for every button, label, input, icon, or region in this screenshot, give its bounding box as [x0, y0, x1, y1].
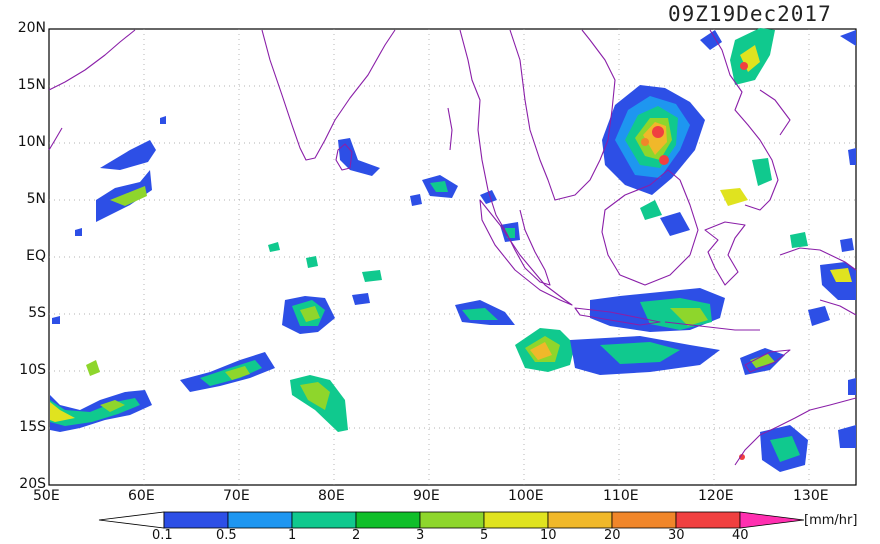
colorbar-swatch: [483, 511, 549, 529]
colorbar-tick-label: 0.5: [216, 528, 237, 543]
map-title: 09Z19Dec2017: [668, 2, 832, 26]
longitude-label: 70E: [223, 488, 250, 504]
colorbar: [98, 511, 804, 529]
colorbar-low-arrow: [98, 511, 165, 529]
colorbar-high-arrow: [739, 511, 804, 529]
colorbar-swatch: [611, 511, 677, 529]
latitude-label: 10N: [17, 134, 46, 150]
latitude-label: 15S: [19, 419, 46, 435]
colorbar-tick-label: 3: [416, 528, 425, 543]
colorbar-swatch: [163, 511, 229, 529]
longitude-label: 50E: [33, 488, 60, 504]
longitude-label: 120E: [698, 488, 734, 504]
latitude-label: 15N: [17, 77, 46, 93]
latitude-label: 5N: [26, 191, 46, 207]
colorbar-swatch: [291, 511, 357, 529]
colorbar-tick-label: 0.1: [152, 528, 173, 543]
colorbar-tick-label: 30: [668, 528, 685, 543]
longitude-label: 110E: [603, 488, 639, 504]
colorbar-swatch: [675, 511, 741, 529]
latitude-label: 10S: [19, 362, 46, 378]
precipitation-areas: [50, 28, 856, 472]
colorbar-swatch: [355, 511, 421, 529]
latitude-label: 20S: [19, 476, 46, 492]
colorbar-tick-label: 20: [604, 528, 621, 543]
colorbar-swatch: [547, 511, 613, 529]
latitude-label: 20N: [17, 20, 46, 36]
longitude-label: 90E: [413, 488, 440, 504]
colorbar-tick-label: 10: [540, 528, 557, 543]
longitude-label: 80E: [318, 488, 345, 504]
latitude-label: 5S: [28, 305, 46, 321]
colorbar-tick-label: 5: [480, 528, 489, 543]
colorbar-swatch: [419, 511, 485, 529]
colorbar-tick-label: 40: [732, 528, 749, 543]
colorbar-units: [mm/hr]: [804, 513, 858, 528]
colorbar-tick-label: 2: [352, 528, 361, 543]
longitude-label: 60E: [128, 488, 155, 504]
map-frame: [48, 28, 857, 486]
longitude-label: 130E: [793, 488, 829, 504]
colorbar-tick-label: 1: [288, 528, 297, 543]
latitude-label: EQ: [26, 248, 46, 264]
coastlines: [48, 29, 857, 466]
colorbar-swatch: [227, 511, 293, 529]
longitude-label: 100E: [508, 488, 544, 504]
